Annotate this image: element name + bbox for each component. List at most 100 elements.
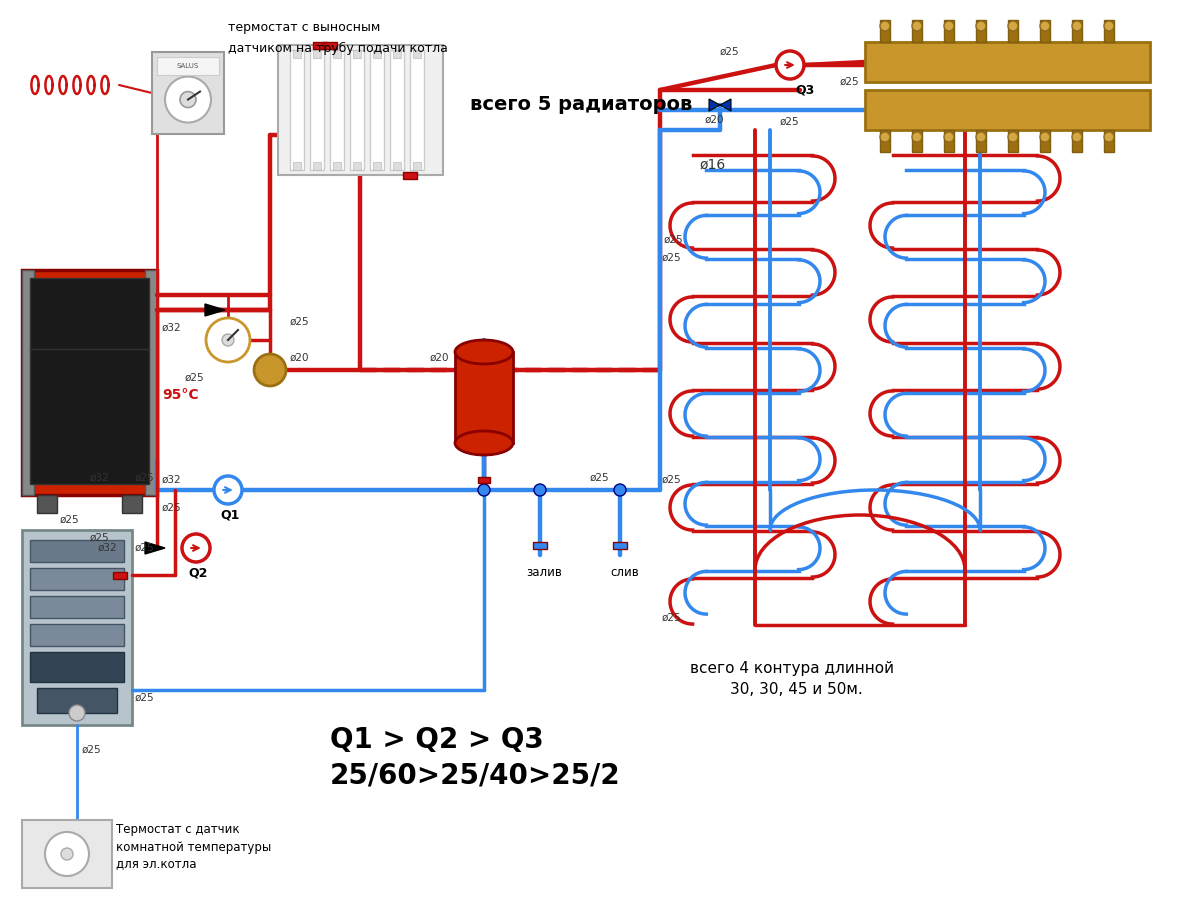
Circle shape (976, 21, 986, 31)
Text: ø25: ø25 (840, 77, 860, 87)
Bar (113, 572, 127, 579)
Bar (350, 50, 364, 170)
Circle shape (1040, 21, 1050, 31)
Bar (290, 50, 305, 170)
Circle shape (213, 476, 242, 504)
Bar (944, 20, 954, 42)
Bar (293, 50, 301, 58)
Bar (1072, 130, 1081, 152)
Bar (393, 162, 400, 170)
Text: ø20: ø20 (705, 115, 724, 125)
Bar (880, 130, 890, 152)
Bar (373, 50, 381, 58)
Bar (1072, 20, 1081, 42)
Circle shape (1072, 132, 1081, 142)
Bar (333, 50, 341, 58)
Bar (880, 20, 890, 42)
Text: датчиком на трубу подачи котла: датчиком на трубу подачи котла (228, 41, 448, 55)
Bar (864, 90, 1150, 130)
Circle shape (206, 318, 251, 362)
Text: комнатной температуры: комнатной температуры (116, 841, 271, 853)
Text: ø32: ø32 (90, 473, 109, 483)
Bar (122, 495, 141, 513)
Bar (944, 130, 954, 152)
Text: ø32: ø32 (162, 323, 181, 333)
Circle shape (1072, 21, 1081, 31)
Circle shape (912, 21, 922, 31)
Text: ø25: ø25 (721, 47, 740, 57)
Text: Q1 > Q2 > Q3: Q1 > Q2 > Q3 (330, 726, 544, 754)
Text: 25/60>25/40>25/2: 25/60>25/40>25/2 (330, 761, 621, 789)
Text: ø32: ø32 (98, 543, 118, 553)
Text: всего 4 контура длинной: всего 4 контура длинной (689, 661, 894, 676)
Text: ø25: ø25 (662, 253, 681, 263)
Bar (912, 20, 922, 42)
Bar (311, 50, 324, 170)
Bar (30, 348, 149, 484)
Ellipse shape (454, 340, 513, 364)
Circle shape (1008, 132, 1018, 142)
Bar (353, 50, 361, 58)
Text: для эл.котла: для эл.котла (116, 858, 197, 870)
Bar (22, 270, 157, 495)
Text: ø25: ø25 (781, 117, 800, 127)
Bar (30, 278, 149, 350)
Bar (613, 542, 627, 549)
Polygon shape (145, 542, 165, 554)
Text: Термостат с датчик: Термостат с датчик (116, 824, 240, 836)
Bar (30, 652, 123, 682)
Bar (1008, 130, 1018, 152)
Bar (22, 530, 132, 725)
Bar (293, 162, 301, 170)
Bar (313, 162, 321, 170)
Text: ø16: ø16 (700, 158, 727, 172)
Text: ø25: ø25 (135, 473, 155, 483)
Text: ø20: ø20 (290, 353, 309, 363)
Text: ø25: ø25 (290, 317, 309, 327)
Circle shape (976, 132, 986, 142)
Bar (478, 477, 490, 483)
Bar (976, 20, 986, 42)
Text: ø32: ø32 (162, 475, 181, 485)
Bar (30, 540, 123, 562)
Text: ø25: ø25 (662, 613, 681, 623)
Bar (30, 596, 123, 618)
Text: ø25: ø25 (590, 473, 609, 483)
Circle shape (46, 832, 89, 876)
Circle shape (1104, 132, 1114, 142)
Text: SALUS: SALUS (177, 63, 199, 69)
Bar (373, 162, 381, 170)
Text: термостат с выносным: термостат с выносным (228, 22, 380, 34)
Ellipse shape (454, 431, 513, 455)
Bar (1008, 20, 1018, 42)
Bar (370, 50, 384, 170)
Text: 95°C: 95°C (162, 388, 199, 402)
Bar (313, 50, 321, 58)
Text: 30, 30, 45 и 50м.: 30, 30, 45 и 50м. (730, 682, 863, 698)
Bar (30, 568, 123, 590)
Text: ø20: ø20 (430, 353, 450, 363)
Circle shape (880, 21, 890, 31)
Text: ø25: ø25 (135, 543, 155, 553)
Circle shape (944, 132, 954, 142)
Bar (30, 624, 123, 646)
Bar (1104, 20, 1114, 42)
Circle shape (1104, 21, 1114, 31)
Circle shape (614, 484, 626, 496)
Bar (393, 50, 400, 58)
Bar (1104, 130, 1114, 152)
Bar (37, 688, 118, 713)
Bar (323, 42, 337, 49)
Bar (145, 270, 157, 495)
Text: Q1: Q1 (219, 508, 240, 521)
Text: ø25: ø25 (664, 235, 683, 245)
Circle shape (1008, 21, 1018, 31)
Circle shape (912, 132, 922, 142)
Circle shape (222, 334, 234, 346)
Circle shape (182, 534, 210, 562)
Bar (976, 130, 986, 152)
Bar (390, 50, 404, 170)
Bar (1040, 20, 1050, 42)
Circle shape (165, 76, 211, 122)
Bar (864, 42, 1150, 82)
